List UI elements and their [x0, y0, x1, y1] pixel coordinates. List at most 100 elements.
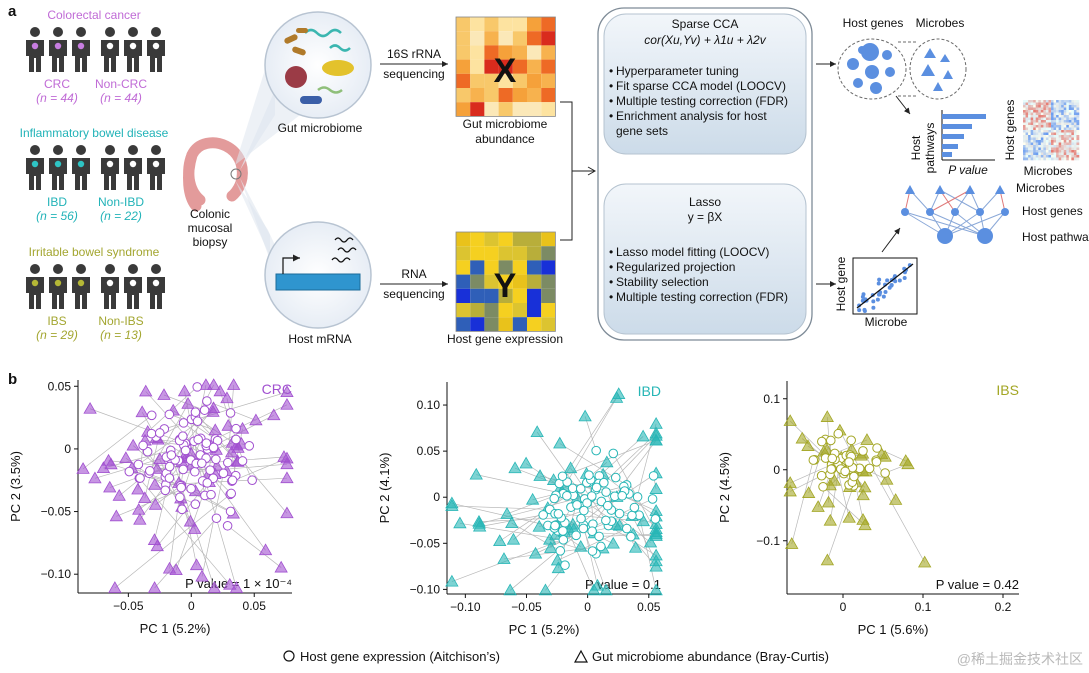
net-microbes-label: Microbes: [1016, 181, 1065, 195]
circle-point: [135, 473, 145, 483]
heatmap-cell: [1023, 127, 1026, 131]
mini-scatter-point: [902, 276, 907, 281]
heatmap-cell: [1076, 142, 1080, 146]
arrow-to-network: [881, 227, 901, 253]
circle-point: [190, 466, 200, 477]
heatmap-cell: [1045, 130, 1049, 133]
triangle-point: [104, 457, 118, 470]
heatmap-cell: [1073, 135, 1077, 138]
heatmap-cell: [1063, 120, 1067, 123]
heatmap-cell: [1061, 105, 1065, 108]
heatmap-cell: [1056, 117, 1059, 121]
matrix-cell: [541, 88, 556, 103]
seq2-line1: RNA: [401, 267, 426, 281]
heatmap-cell: [1035, 110, 1039, 113]
heatmap-cell: [1025, 120, 1029, 123]
matrix-y-caption: Host gene expression: [447, 332, 563, 346]
circle-point: [578, 523, 589, 534]
heatmap-cell: [1035, 142, 1039, 146]
pca-plot-crc: −0.05 0 0.05 0.05 0 −0.05 −0.10 PC 1 (5.2%) PC 2…: [8, 378, 294, 636]
heatmap-cell: [1030, 127, 1034, 131]
heatmap-cell: [1058, 145, 1062, 148]
pca-plot-ibs: 0 0.1 0.2 0.1 0 −0.1 PC 1 (5.6%) PC 2 (4.5%) IBS…: [717, 381, 1019, 637]
circle-point: [558, 535, 569, 545]
seq1-line1: 16S rRNA: [387, 47, 441, 61]
heatmap-cell: [1068, 152, 1072, 156]
control-label: Non-CRC: [95, 77, 147, 91]
heatmap-cell: [1051, 150, 1054, 153]
heatmap-cell: [1066, 142, 1070, 146]
triangle-point: [223, 577, 237, 590]
matrix-cell: [512, 88, 527, 103]
heatmap-cell: [1025, 150, 1029, 153]
triangle-point: [553, 436, 567, 449]
heatmap-cell: [1051, 122, 1054, 126]
triangle-point: [177, 384, 192, 397]
heatmap-cell: [1058, 135, 1062, 138]
heatmap-cell: [1045, 105, 1049, 108]
heatmap-cell: [1068, 140, 1072, 143]
matrix-cell: [456, 73, 471, 88]
triangle-point: [445, 574, 459, 587]
heatmap-cell: [1045, 152, 1049, 156]
triangle-point: [472, 519, 487, 532]
heatmap-cell: [1053, 155, 1057, 158]
lasso-title: Lasso: [689, 195, 721, 209]
heatmap-cell: [1063, 152, 1067, 156]
heatmap-cell: [1040, 122, 1044, 126]
heatmap-cell: [1025, 112, 1029, 116]
x-tick-label: 0.05: [637, 600, 661, 614]
heatmap-cell: [1030, 122, 1034, 126]
y-axis-label: PC 2 (4.1%): [377, 453, 392, 524]
heatmap-cell: [1035, 115, 1039, 118]
bullet-text: Stability selection: [616, 275, 709, 289]
person-icon: [49, 27, 67, 72]
heatmap-cell: [1061, 152, 1065, 156]
person-dot: [31, 279, 39, 287]
matrix-cell: [456, 45, 471, 60]
heatmap-cell: [1040, 142, 1044, 146]
triangle-point: [280, 471, 294, 484]
heatmap-cell: [1063, 100, 1067, 103]
heatmap-cell: [1045, 132, 1049, 136]
circle-point: [555, 546, 566, 556]
heatmap-cell: [1068, 135, 1072, 138]
heatmap-cell: [1068, 122, 1072, 126]
heatmap-cell: [1040, 140, 1044, 143]
bullet-mark: •: [609, 290, 613, 304]
triangle-point: [280, 457, 294, 470]
heatmap-cell: [1068, 102, 1072, 106]
heatmap-cell: [1035, 150, 1039, 153]
matrix-cell: [456, 88, 471, 103]
heatmap-cell: [1040, 152, 1044, 156]
triangle-point: [801, 439, 815, 451]
circle-point: [596, 541, 606, 552]
heatmap-cell: [1033, 130, 1037, 133]
heatmap-cell: [1051, 157, 1054, 161]
person-dot: [77, 279, 85, 287]
heatmap-cell: [1038, 130, 1042, 133]
heatmap-cell: [1073, 152, 1077, 156]
matrix-cell: [541, 45, 556, 60]
heatmap-cell: [1073, 112, 1077, 116]
watermark: @稀土掘金技术社区: [957, 651, 1083, 667]
heatmap-cell: [1038, 102, 1042, 106]
heatmap-cell: [1025, 127, 1029, 131]
heatmap-cell: [1073, 140, 1077, 143]
heatmap-cell: [1025, 155, 1029, 158]
y-tick-label: 0.1: [763, 392, 780, 406]
matrix-cell: [541, 288, 556, 303]
triangle-point: [821, 495, 836, 508]
triangle-point: [563, 461, 578, 474]
heatmap-cell: [1035, 107, 1039, 111]
heatmap-cell: [1071, 115, 1075, 118]
heatmap-cell: [1023, 147, 1026, 151]
matrix-cell: [527, 102, 542, 117]
heatmap-cell: [1045, 115, 1049, 118]
heatmap-cell: [1033, 157, 1037, 161]
circle-point: [594, 531, 604, 542]
circle-point: [225, 408, 236, 418]
pair-line: [638, 515, 657, 591]
heatmap-cell: [1028, 127, 1031, 131]
heatmap-cell: [1051, 135, 1054, 138]
